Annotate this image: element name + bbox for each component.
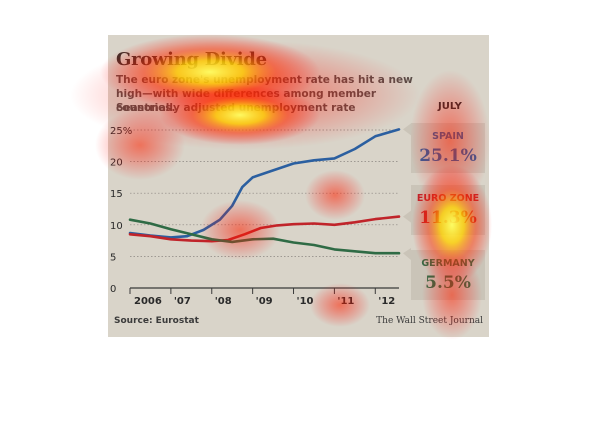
y-tick-label: 10 (110, 221, 123, 232)
chart-title: Growing Divide (116, 49, 267, 70)
chart-card: 0 5 10 15 20 25% 2006 '07 '08 '09 '10 '11 '12 SPAIN 25… (108, 35, 489, 337)
x-tick-label: '08 (215, 296, 232, 307)
series-name-label: GERMANY (421, 258, 474, 269)
month-label: JULY (438, 101, 462, 112)
y-tick-label: 15 (110, 189, 123, 200)
label-pointer-germany (403, 248, 411, 260)
series-end-value: 5.5% (425, 273, 471, 293)
y-tick-label: 20 (110, 158, 123, 169)
label-pointer-spain (403, 123, 411, 136)
label-pointer-euro-zone (403, 210, 411, 223)
publisher-credit: The Wall Street Journal (376, 316, 483, 326)
series-line-spain (128, 128, 401, 239)
x-tick-label: '12 (378, 296, 395, 307)
series-end-value: 25.1% (419, 146, 477, 166)
series-name-label: SPAIN (432, 131, 464, 142)
x-tick-label: 2006 (134, 296, 162, 307)
y-tick-label: 25% (110, 126, 132, 137)
source-note: Source: Eurostat (114, 316, 199, 326)
series-name-label: EURO ZONE (417, 193, 479, 204)
unit-label: Seasonally adjusted unemployment rate (116, 102, 356, 114)
y-tick-label: 0 (110, 284, 116, 295)
series-end-value: 11.3% (419, 208, 477, 228)
x-tick-label: '09 (256, 296, 273, 307)
x-tick-label: '07 (174, 296, 191, 307)
x-tick-label: '10 (297, 296, 314, 307)
x-tick-label: '11 (337, 296, 354, 307)
y-tick-label: 5 (110, 252, 116, 263)
